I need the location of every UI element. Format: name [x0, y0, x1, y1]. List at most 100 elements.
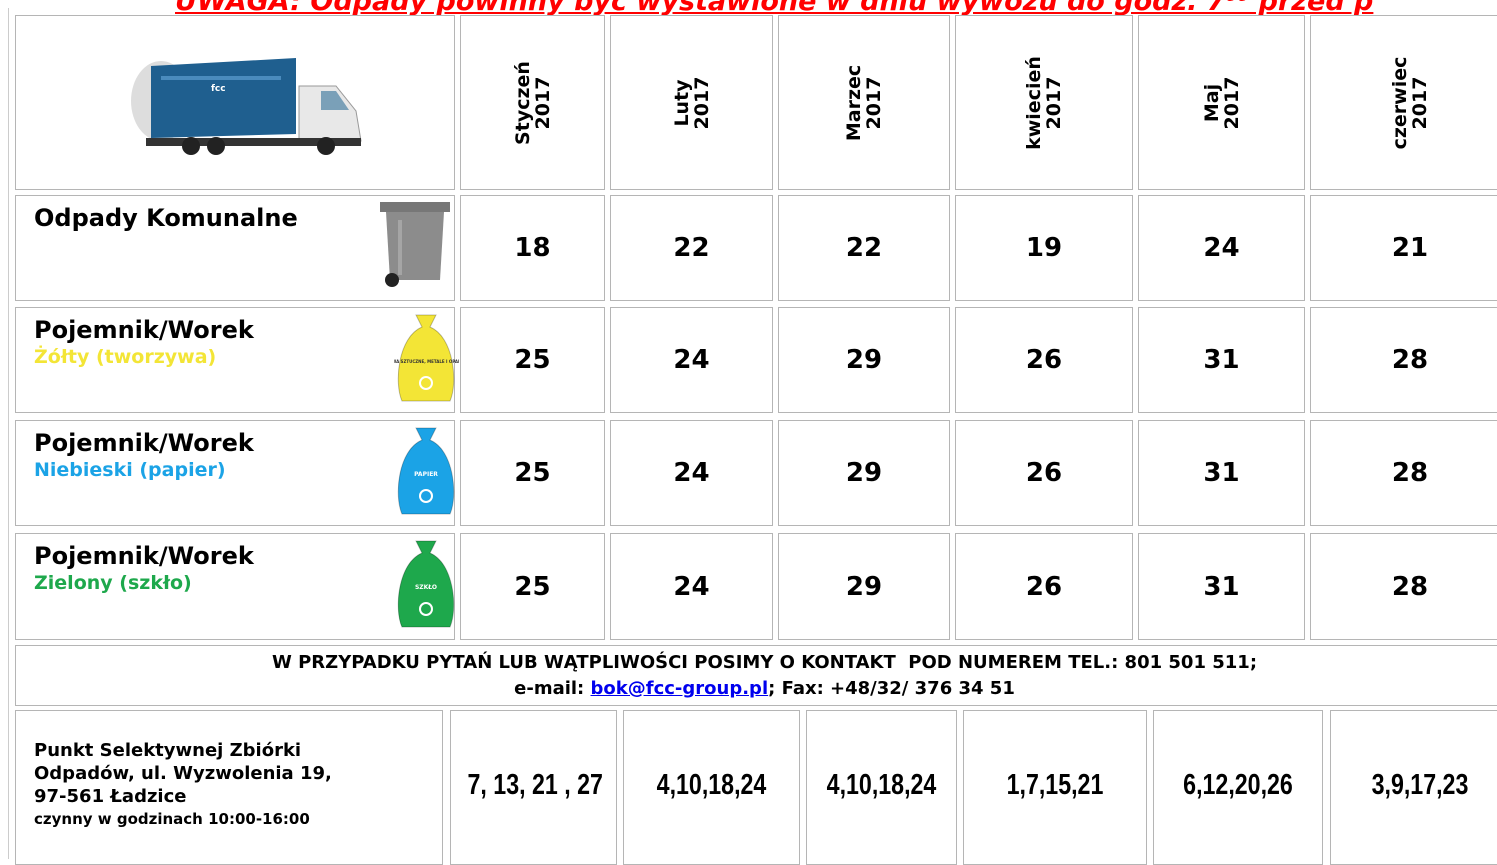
- waste-type-title: Pojemnik/Worek: [34, 316, 254, 344]
- month-name: Marzec: [844, 64, 864, 140]
- collection-day: 31: [1139, 345, 1304, 375]
- collection-day: 24: [611, 458, 772, 488]
- address-line: 97-561 Ładzice: [34, 785, 332, 808]
- collection-day: 28: [1311, 458, 1497, 488]
- page: UWAGA: Odpady powinny być wystawione w d…: [0, 0, 1497, 859]
- month-name: kwiecień: [1024, 56, 1044, 150]
- waste-type-title: Odpady Komunalne: [34, 204, 298, 232]
- collection-dates-cell: 3,9,17,23: [1330, 710, 1497, 865]
- contact-cell: W PRZYPADKU PYTAŃ LUB WĄTPLIWOŚCI POSIMY…: [15, 645, 1497, 706]
- date-cell: 28: [1310, 420, 1497, 526]
- collection-dates: 7, 13, 21 , 27: [468, 769, 600, 802]
- collection-dates: 3,9,17,23: [1349, 769, 1491, 802]
- date-cell: 24: [1138, 195, 1305, 301]
- collection-day: 19: [956, 233, 1132, 263]
- waste-type-subtitle: Zielony (szkło): [34, 572, 192, 594]
- month-name: Maj: [1202, 76, 1222, 129]
- date-cell: 25: [460, 420, 605, 526]
- date-cell: 26: [955, 533, 1133, 640]
- date-cell: 28: [1310, 307, 1497, 413]
- month-name: Luty: [672, 76, 692, 129]
- collection-day: 29: [779, 572, 949, 602]
- date-cell: 28: [1310, 533, 1497, 640]
- collection-day: 21: [1311, 233, 1497, 263]
- contact-line: e-mail: bok@fcc-group.pl; Fax: +48/32/ 3…: [16, 678, 1497, 699]
- month-year: 2017: [864, 64, 884, 140]
- date-cell: 26: [955, 420, 1133, 526]
- collection-day: 22: [779, 233, 949, 263]
- date-cell: 29: [778, 420, 950, 526]
- header-image-cell: fcc: [15, 15, 455, 190]
- collection-day: 31: [1139, 572, 1304, 602]
- collection-day: 25: [461, 345, 604, 375]
- bag-icon: PAPIER: [394, 426, 459, 521]
- collection-dates-cell: 4,10,18,24: [623, 710, 800, 865]
- collection-day: 24: [611, 572, 772, 602]
- collection-day: 29: [779, 345, 949, 375]
- date-cell: 19: [955, 195, 1133, 301]
- bag-icon: SZKŁO: [394, 539, 459, 634]
- month-year: 2017: [1044, 56, 1064, 150]
- month-year: 2017: [1222, 76, 1242, 129]
- month-year: 2017: [692, 76, 712, 129]
- collection-dates-cell: 7, 13, 21 , 27: [450, 710, 617, 865]
- collection-day: 22: [611, 233, 772, 263]
- collection-dates: 4,10,18,24: [642, 769, 782, 802]
- address-line: Punkt Selektywnej Zbiórki: [34, 739, 332, 762]
- table-border: [8, 8, 9, 859]
- month-year: 2017: [533, 61, 553, 145]
- bag-label: TWORZYWA SZTUCZNE, METALE I OPAKOWANIA: [394, 359, 459, 364]
- address-line: Odpadów, ul. Wyzwolenia 19,: [34, 762, 332, 785]
- collection-day: 25: [461, 458, 604, 488]
- date-cell: 22: [610, 195, 773, 301]
- collection-day: 28: [1311, 345, 1497, 375]
- collection-day: 24: [611, 345, 772, 375]
- email-link[interactable]: bok@fcc-group.pl: [591, 678, 769, 699]
- collection-day: 26: [956, 572, 1132, 602]
- truck-image: fcc: [121, 46, 371, 156]
- collection-day: 26: [956, 345, 1132, 375]
- collection-dates: 6,12,20,26: [1171, 769, 1305, 802]
- waste-type-title: Pojemnik/Worek: [34, 429, 254, 457]
- bag-label: PAPIER: [414, 471, 438, 478]
- collection-dates-cell: 4,10,18,24: [806, 710, 957, 865]
- month-name: czerwiec: [1390, 56, 1410, 149]
- date-cell: 31: [1138, 420, 1305, 526]
- collection-dates-cell: 6,12,20,26: [1153, 710, 1323, 865]
- month-year: 2017: [1410, 56, 1430, 149]
- date-cell: 31: [1138, 533, 1305, 640]
- date-cell: 26: [955, 307, 1133, 413]
- collection-day: 24: [1139, 233, 1304, 263]
- date-cell: 18: [460, 195, 605, 301]
- opening-hours: czynny w godzinach 10:00-16:00: [34, 808, 332, 831]
- collection-day: 18: [461, 233, 604, 263]
- fax: ; Fax: +48/32/ 376 34 51: [768, 678, 1015, 699]
- collection-day: 29: [779, 458, 949, 488]
- collection-dates: 4,10,18,24: [822, 769, 941, 802]
- month-name: Styczeń: [513, 61, 533, 145]
- collection-dates-cell: 1,7,15,21: [963, 710, 1147, 865]
- date-cell: 24: [610, 307, 773, 413]
- date-cell: 31: [1138, 307, 1305, 413]
- collection-dates: 1,7,15,21: [982, 769, 1128, 802]
- waste-type-cell: Odpady Komunalne: [15, 195, 455, 301]
- waste-type-title: Pojemnik/Worek: [34, 542, 254, 570]
- date-cell: 21: [1310, 195, 1497, 301]
- waste-type-subtitle: Niebieski (papier): [34, 459, 226, 481]
- date-cell: 29: [778, 307, 950, 413]
- collection-day: 26: [956, 458, 1132, 488]
